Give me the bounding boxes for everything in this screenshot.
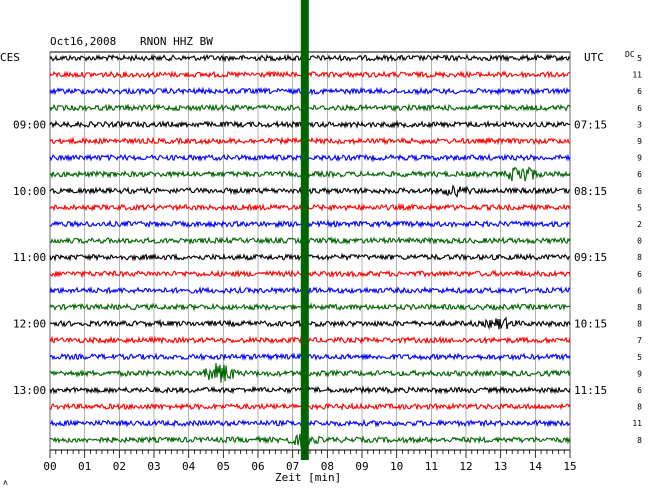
right-time-label: 11:15 [574, 384, 607, 397]
seismic-trace [49, 285, 571, 295]
x-tick-label: 00 [43, 460, 56, 473]
dc-offset-value: 9 [637, 154, 642, 163]
x-tick-label: 13 [494, 460, 507, 473]
dc-offset-value: 6 [637, 104, 642, 113]
dc-offset-value: 5 [637, 54, 642, 63]
dc-offset-value: 2 [637, 220, 642, 229]
seismic-trace [49, 219, 571, 229]
dc-offset-value: 8 [637, 403, 642, 412]
right-time-label: 10:15 [574, 318, 607, 331]
dc-offset-value: 9 [637, 137, 642, 146]
right-timezone-label: UTC [584, 51, 604, 64]
labels: 09:00 10:00 11:00 12:00 13:00 07:15 08:15 09:15… [13, 54, 642, 445]
chart-date: Oct16,2008 [50, 35, 116, 48]
dc-offset-value: 6 [637, 270, 642, 279]
seismic-trace [49, 202, 571, 212]
seismic-trace [49, 86, 571, 96]
seismic-trace [49, 152, 571, 163]
seismic-trace [49, 136, 571, 146]
chart-station: RNON HHZ BW [140, 35, 213, 48]
seismic-trace [49, 166, 571, 182]
time-marker [300, 0, 309, 460]
left-time-label: 10:00 [13, 185, 46, 198]
x-axis: 00 01 02 03 04 05 06 07 08 09 10 11 12 13 14 15 [43, 450, 577, 473]
x-axis-title: Zeit [min] [275, 471, 341, 484]
x-tick-label: 02 [113, 460, 126, 473]
dc-offset-value: 6 [637, 170, 642, 179]
x-tick-label: 10 [390, 460, 403, 473]
seismic-trace [49, 302, 571, 312]
seismic-trace [49, 433, 571, 449]
dc-offset-value: 11 [632, 419, 642, 428]
x-tick-label: 05 [217, 460, 230, 473]
x-tick-label: 08 [321, 460, 334, 473]
dc-offset-value: 6 [637, 286, 642, 295]
seismic-trace [49, 235, 571, 246]
x-tick-label: 04 [182, 460, 196, 473]
dc-offset-value: 6 [637, 87, 642, 96]
x-tick-label: 11 [425, 460, 438, 473]
dc-offset-value: 8 [637, 320, 642, 329]
x-tick-label: 15 [563, 460, 576, 473]
x-tick-label: 06 [251, 460, 264, 473]
seismic-trace [49, 352, 571, 362]
left-time-label: 09:00 [13, 118, 46, 131]
dc-offset-value: 3 [637, 120, 642, 129]
marker-layer [300, 0, 309, 460]
seismic-trace [49, 70, 571, 80]
x-tick-label: 12 [459, 460, 472, 473]
dc-offset-value: 8 [637, 436, 642, 445]
seismic-trace [49, 418, 571, 428]
right-time-label: 08:15 [574, 185, 607, 198]
seismic-trace [49, 252, 571, 262]
seismic-trace [49, 316, 571, 330]
x-tick-label: 09 [355, 460, 368, 473]
dc-offset-value: 11 [632, 71, 642, 80]
right-time-label: 09:15 [574, 251, 607, 264]
right-time-label: 07:15 [574, 118, 607, 131]
seismic-trace [49, 385, 571, 395]
seismic-trace [49, 53, 571, 63]
left-timezone-label: CES [0, 51, 20, 64]
traces [49, 53, 571, 449]
seismic-trace [49, 184, 571, 198]
x-tick-label: 14 [529, 460, 543, 473]
dc-offset-value: 7 [637, 336, 642, 345]
seismic-trace [49, 335, 571, 345]
seismic-trace [49, 103, 571, 113]
dc-offset-value: 6 [637, 386, 642, 395]
dc-column-header: DC [625, 50, 635, 59]
dc-offset-value: 5 [637, 353, 642, 362]
x-tick-label: 01 [78, 460, 91, 473]
left-time-label: 11:00 [13, 251, 46, 264]
dc-offset-value: 8 [637, 253, 642, 262]
dc-offset-value: 9 [637, 369, 642, 378]
seismic-trace [49, 269, 571, 279]
corner-mark: ʌ [3, 478, 8, 487]
dc-offset-value: 0 [637, 237, 642, 246]
dc-offset-value: 8 [637, 303, 642, 312]
x-tick-label: 03 [147, 460, 160, 473]
left-time-label: 12:00 [13, 318, 46, 331]
dc-offset-value: 5 [637, 203, 642, 212]
left-time-label: 13:00 [13, 384, 46, 397]
dc-offset-value: 6 [637, 187, 642, 196]
seismic-trace [49, 119, 571, 129]
x-tick-label: 07 [286, 460, 299, 473]
seismic-trace [49, 362, 571, 383]
seismic-trace [49, 401, 571, 412]
